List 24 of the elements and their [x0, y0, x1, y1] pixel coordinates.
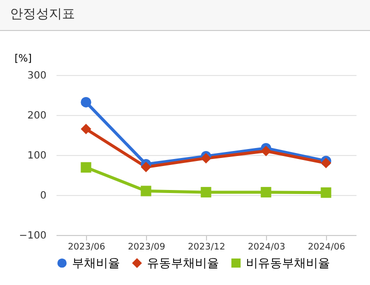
y-tick-label: 200	[27, 110, 46, 122]
y-tick-label: 300	[27, 70, 46, 82]
point	[200, 186, 212, 198]
y-tick-label: 100	[27, 150, 46, 162]
x-tick-label: 2023/09	[128, 242, 166, 252]
x-tick-label: 2023/12	[188, 242, 226, 252]
chart-title: 안정성지표	[0, 0, 370, 31]
x-tick-label: 2024/03	[248, 242, 286, 252]
y-tick-label: 0	[40, 190, 46, 202]
point	[140, 186, 152, 196]
x-tick-label: 2023/06	[68, 242, 106, 252]
point	[140, 162, 152, 172]
y-axis-title: [%]	[14, 54, 32, 64]
point	[80, 162, 92, 173]
point	[260, 146, 272, 156]
legend-label: 부채비율	[72, 256, 120, 270]
point	[260, 186, 272, 198]
point	[320, 187, 332, 198]
legend-label: 비유동부채비율	[246, 256, 330, 270]
y-tick-label: −100	[19, 230, 46, 242]
point	[80, 124, 92, 134]
x-tick-label: 2024/06	[308, 242, 346, 252]
point	[80, 96, 92, 108]
legend-label: 유동부채비율	[147, 256, 219, 270]
